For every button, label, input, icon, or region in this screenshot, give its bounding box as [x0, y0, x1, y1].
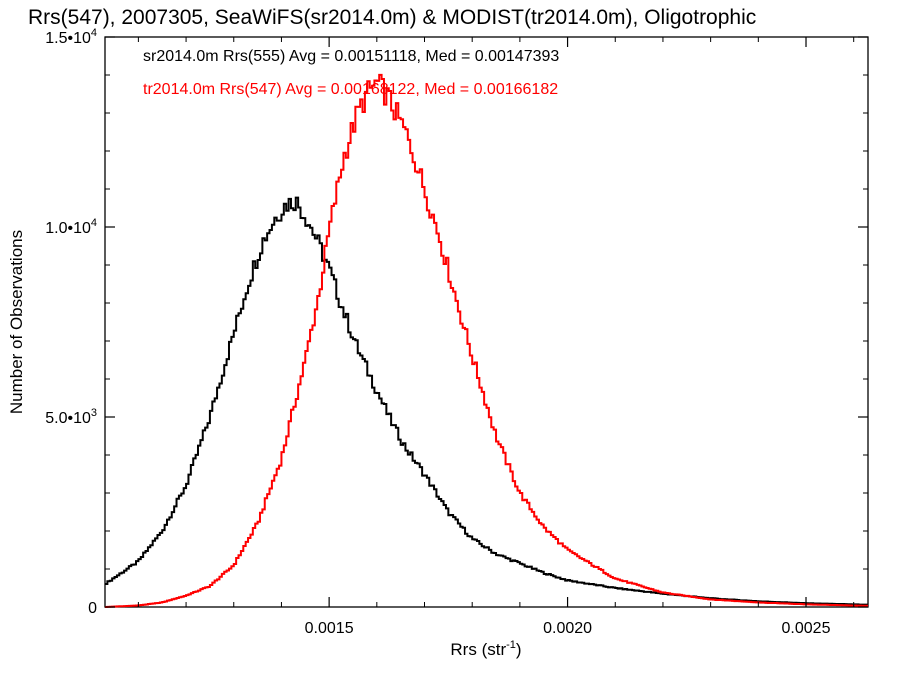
- x-tick-label: 0.0025: [782, 620, 831, 637]
- x-tick-label: 0.0020: [543, 620, 592, 637]
- ticks-layer: 0.0015 0.0020 0.0025 0 5.0•103 1.0•104 1.5•104: [45, 27, 868, 637]
- x-axis-label-sup: -1: [506, 639, 516, 651]
- x-axis-label: Rrs (str-1): [450, 639, 521, 659]
- y-tick-label: 5.0•103: [45, 407, 97, 427]
- x-axis-label-base: Rrs (str: [450, 640, 506, 659]
- chart-title: Rrs(547), 2007305, SeaWiFS(sr2014.0m) & …: [28, 6, 756, 29]
- series-1-line: [105, 73, 868, 608]
- y-tick-label: 1.0•104: [45, 217, 97, 237]
- annotation-red: tr2014.0m Rrs(547) Avg = 0.00168122, Med…: [143, 81, 558, 98]
- y-axis-label: Number of Observations: [7, 230, 26, 414]
- series-0-line: [105, 196, 868, 606]
- annotation-black: sr2014.0m Rrs(555) Avg = 0.00151118, Med…: [143, 48, 559, 65]
- x-axis-label-close: ): [516, 640, 522, 659]
- x-tick-label: 0.0015: [305, 620, 354, 637]
- plot-frame: [104, 36, 869, 608]
- series-layer: [105, 73, 868, 608]
- y-tick-label: 1.5•104: [45, 27, 97, 47]
- y-tick-label: 0: [88, 600, 97, 617]
